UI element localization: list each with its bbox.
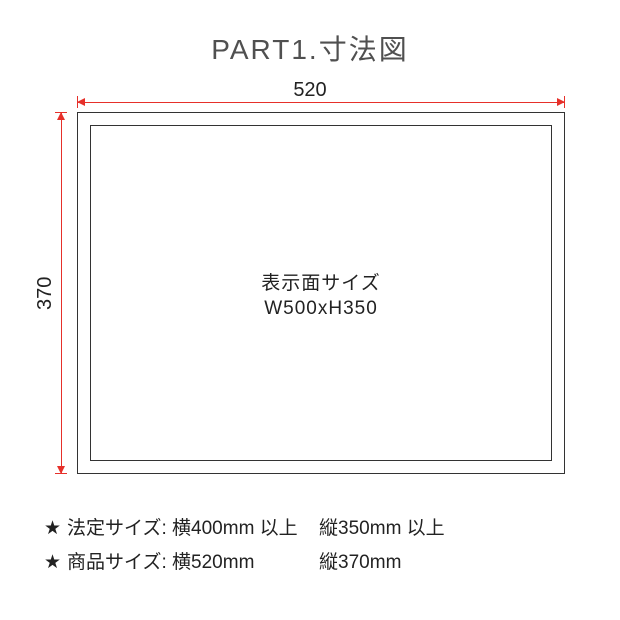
legal-size-height: 縦350mm 以上 — [319, 518, 445, 539]
page-title: PART1.寸法図 — [0, 28, 620, 68]
dimension-tick — [77, 96, 78, 108]
legal-size-row: ★ 法定サイズ: 横400mm 以上縦350mm 以上 — [44, 512, 445, 546]
display-size-label: 表示面サイズ — [77, 268, 565, 295]
product-size-row: ★ 商品サイズ: 横520mm 縦370mm — [44, 546, 445, 580]
dimension-tick — [564, 96, 565, 108]
product-size-label: 商品サイズ: — [67, 552, 167, 573]
star-icon: ★ — [44, 546, 61, 580]
dimension-line-horizontal — [77, 102, 565, 103]
product-size-height: 縦370mm — [319, 552, 401, 573]
dimension-line-vertical — [61, 112, 62, 474]
legal-size-label: 法定サイズ: — [67, 518, 167, 539]
dimension-tick — [55, 112, 67, 113]
product-size-width: 横520mm — [172, 552, 254, 573]
legal-size-width: 横400mm 以上 — [172, 518, 298, 539]
dimension-width-label: 520 — [0, 79, 620, 102]
dimension-tick — [55, 473, 67, 474]
display-size-value: W500xH350 — [77, 298, 565, 320]
spec-footer: ★ 法定サイズ: 横400mm 以上縦350mm 以上 ★ 商品サイズ: 横520m… — [44, 512, 445, 580]
star-icon: ★ — [44, 512, 61, 546]
dimension-height-label: 370 — [34, 108, 57, 478]
